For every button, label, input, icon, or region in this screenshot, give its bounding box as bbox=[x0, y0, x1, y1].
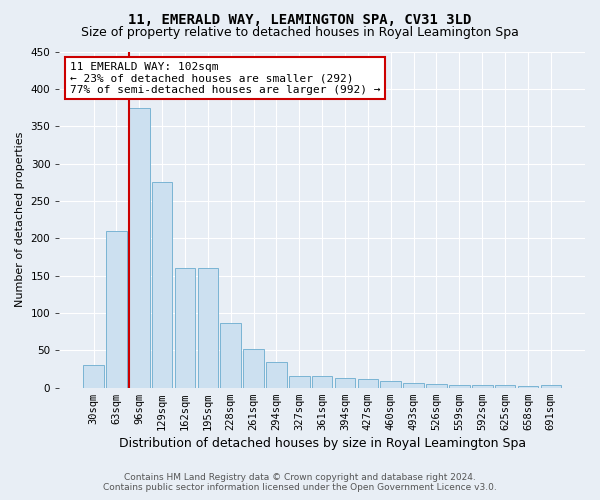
Bar bbox=[380, 381, 401, 388]
Bar bbox=[106, 231, 127, 388]
Text: 11 EMERALD WAY: 102sqm
← 23% of detached houses are smaller (292)
77% of semi-de: 11 EMERALD WAY: 102sqm ← 23% of detached… bbox=[70, 62, 380, 95]
Bar bbox=[312, 376, 332, 388]
Bar bbox=[358, 378, 378, 388]
Text: 11, EMERALD WAY, LEAMINGTON SPA, CV31 3LD: 11, EMERALD WAY, LEAMINGTON SPA, CV31 3L… bbox=[128, 12, 472, 26]
Bar bbox=[426, 384, 447, 388]
Bar bbox=[518, 386, 538, 388]
Bar bbox=[495, 386, 515, 388]
Bar bbox=[197, 268, 218, 388]
Bar bbox=[449, 384, 470, 388]
X-axis label: Distribution of detached houses by size in Royal Leamington Spa: Distribution of detached houses by size … bbox=[119, 437, 526, 450]
Bar bbox=[266, 362, 287, 388]
Bar bbox=[243, 349, 264, 388]
Bar bbox=[220, 322, 241, 388]
Bar bbox=[175, 268, 195, 388]
Y-axis label: Number of detached properties: Number of detached properties bbox=[15, 132, 25, 308]
Bar bbox=[152, 182, 172, 388]
Bar bbox=[335, 378, 355, 388]
Text: Size of property relative to detached houses in Royal Leamington Spa: Size of property relative to detached ho… bbox=[81, 26, 519, 39]
Bar bbox=[541, 384, 561, 388]
Bar bbox=[83, 366, 104, 388]
Bar bbox=[403, 383, 424, 388]
Bar bbox=[129, 108, 149, 388]
Bar bbox=[472, 386, 493, 388]
Text: Contains HM Land Registry data © Crown copyright and database right 2024.
Contai: Contains HM Land Registry data © Crown c… bbox=[103, 473, 497, 492]
Bar bbox=[289, 376, 310, 388]
